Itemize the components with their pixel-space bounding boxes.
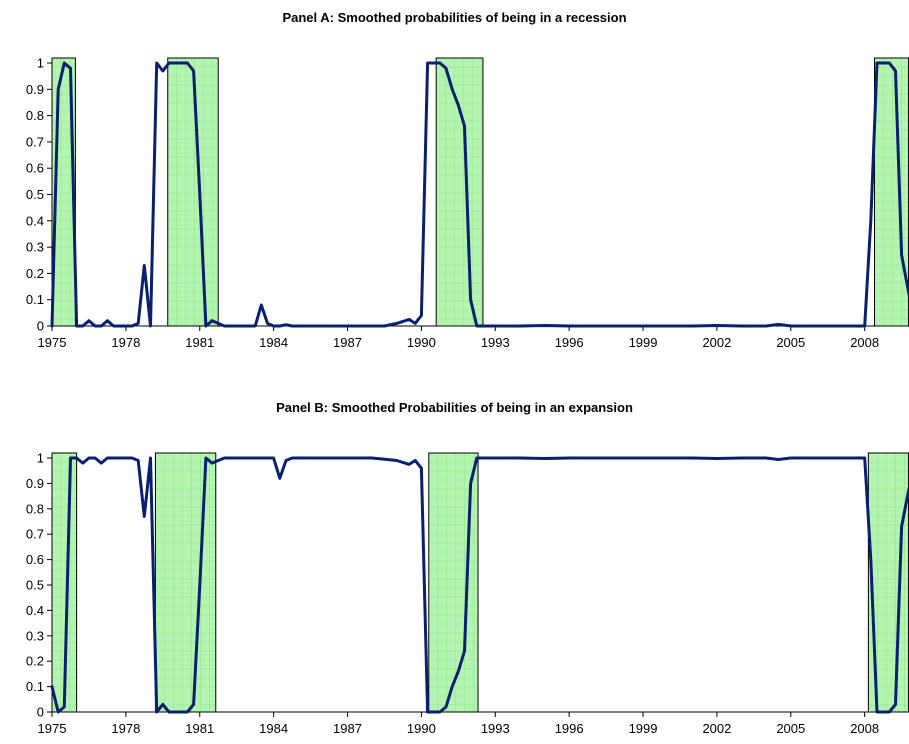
panel-b-y-tick-label: 0.4 — [26, 603, 44, 618]
panel-b-x-tick-label: 1999 — [629, 721, 658, 736]
panel-a-x-tick-label: 1990 — [407, 335, 436, 350]
panel-a-x-tick-label: 1996 — [555, 335, 584, 350]
panel-b-y-tick-label: 0.6 — [26, 552, 44, 567]
panel-b-x-tick-label: 2005 — [776, 721, 805, 736]
panel-a-y-tick-label: 0.6 — [26, 161, 44, 176]
panel-b-x-tick-label: 1987 — [333, 721, 362, 736]
panel-a-y-tick-label: 0.3 — [26, 240, 44, 255]
panel-a-y-tick-label: 0.9 — [26, 82, 44, 97]
panel-a-x-tick-label: 2002 — [702, 335, 731, 350]
panel-a-y-tick-label: 1 — [37, 56, 44, 71]
panel-a-x-tick-label: 1978 — [111, 335, 140, 350]
panel-a-y-tick-label: 0.8 — [26, 108, 44, 123]
panel-a-series-line-0 — [50, 61, 909, 328]
panel-a-x-tick-label: 2005 — [776, 335, 805, 350]
panel-a-x-tick-label: 1993 — [481, 335, 510, 350]
panel-b-y-tick-label: 0.7 — [26, 527, 44, 542]
panel-b-y-tick-label: 0.2 — [26, 654, 44, 669]
panel-a-y-tick-label: 0.4 — [26, 213, 44, 228]
panel-b-series-line-0 — [50, 456, 909, 714]
panel-b-y-tick-label: 0.1 — [26, 679, 44, 694]
panel-a-x-tick-label: 1975 — [38, 335, 67, 350]
panel-a-shade-1 — [167, 58, 219, 326]
panel-a-y-tick-label: 0.7 — [26, 134, 44, 149]
panel-b-x-tick-label: 1996 — [555, 721, 584, 736]
panel-b-y-tick-label: 0 — [37, 705, 44, 720]
panel-b-y-tick-label: 0.5 — [26, 578, 44, 593]
panel-b-x-tick-label: 1993 — [481, 721, 510, 736]
panel-b-x-tick-label: 1990 — [407, 721, 436, 736]
panel-a-y-tick-label: 0 — [37, 319, 44, 334]
panel-a-x-tick-label: 1999 — [629, 335, 658, 350]
panel-a-y-tick-label: 0.5 — [26, 187, 44, 202]
panel-a-x-tick-label: 2008 — [850, 335, 879, 350]
panel-b-x-tick-label: 1975 — [38, 721, 67, 736]
panel-a-shade-2 — [436, 58, 483, 326]
panel-b-x-tick-label: 1984 — [259, 721, 288, 736]
panel-b-y-tick-label: 0.3 — [26, 628, 44, 643]
panel-a-shade-3 — [874, 58, 909, 326]
panel-b-x-tick-label: 2008 — [850, 721, 879, 736]
panel-a-title: Panel A: Smoothed probabilities of being… — [282, 10, 627, 25]
panel-b-title: Panel B: Smoothed Probabilities of being… — [276, 400, 633, 415]
panel-a-x-tick-label: 1981 — [185, 335, 214, 350]
panel-a-y-tick-label: 0.2 — [26, 266, 44, 281]
panel-b-y-tick-label: 0.9 — [26, 476, 44, 491]
panel-a-x-tick-label: 1987 — [333, 335, 362, 350]
panel-a-y-tick-label: 0.1 — [26, 292, 44, 307]
panel-a-x-tick-label: 1984 — [259, 335, 288, 350]
panel-b-x-tick-label: 2002 — [702, 721, 731, 736]
panel-b-y-tick-label: 1 — [37, 451, 44, 466]
panel-b-y-tick-label: 0.8 — [26, 501, 44, 516]
panel-b-x-tick-label: 1978 — [111, 721, 140, 736]
panel-b-x-tick-label: 1981 — [185, 721, 214, 736]
